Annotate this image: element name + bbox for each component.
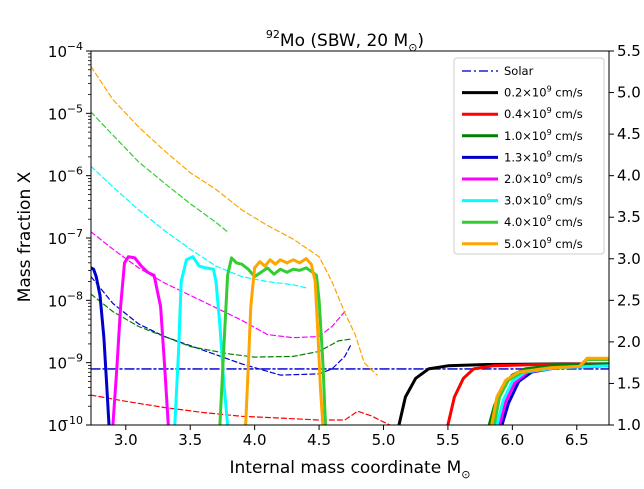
series-line-red_solid	[446, 362, 609, 425]
legend-label: 4.0×109 cm/s	[504, 214, 583, 229]
series-line-cyan_dashed	[91, 165, 307, 289]
legend-label: 2.0×109 cm/s	[504, 171, 583, 186]
right-y-tick-label: 2.5	[617, 291, 641, 309]
legend-label: 5.0×109 cm/s	[504, 236, 583, 251]
x-tick-label: 5.5	[436, 431, 460, 449]
right-y-tick-label: 1.0	[617, 416, 641, 434]
y-axis-label: Mass fraction X	[15, 171, 35, 302]
right-y-tick-label: 3.0	[617, 250, 641, 268]
right-y-tick-label: 3.5	[617, 208, 641, 226]
series-line-orange_solid	[244, 257, 325, 425]
chart-title: 92Mo (SBW, 20 M⊙)	[266, 28, 424, 54]
right-y-tick-label: 1.5	[617, 374, 641, 392]
legend-label: 0.2×109 cm/s	[504, 85, 583, 100]
right-y-tick-label: 5.0	[617, 84, 641, 102]
x-tick-label: 5.0	[372, 431, 396, 449]
x-tick-label: 3.5	[178, 431, 202, 449]
legend-label: 3.0×109 cm/s	[504, 193, 583, 208]
series-line-green2_dashed	[91, 111, 230, 234]
plot-frame	[90, 50, 610, 426]
legend: Solar 0.2×109 cm/s 0.4×109 cm/s 1.0×109 cm/…	[453, 57, 605, 255]
series-line-red_dashed	[91, 394, 391, 425]
x-tick-label: 4.5	[307, 431, 331, 449]
y-tick-label: 10−4	[48, 40, 83, 61]
x-tick-label: 3.0	[114, 431, 138, 449]
right-y-tick-label: 4.0	[617, 167, 641, 185]
series-line-blue_solid	[91, 266, 111, 425]
y-tick-label: 10−8	[48, 289, 83, 310]
series-line-cyan_solid	[173, 255, 230, 425]
y-tick-label: 10−5	[48, 102, 83, 123]
y-tick-label: 10−7	[48, 227, 83, 248]
right-y-tick-label: 2.0	[617, 333, 641, 351]
ticks-layer: 3.0 3.5 4.0 4.5 5.0 5.5 6.0 6.5 10−4 10−5 10−6 10−7…	[48, 40, 641, 449]
legend-label: Solar	[504, 64, 534, 78]
x-axis-label: Internal mass coordinate M⊙	[230, 458, 471, 481]
y-tick-label: 10−10	[48, 414, 83, 435]
series-line-late_orange	[490, 356, 609, 425]
legend-box	[453, 57, 605, 255]
x-tick-label: 4.0	[243, 431, 267, 449]
right-y-tick-label: 4.5	[617, 125, 641, 143]
legend-label: 1.3×109 cm/s	[504, 149, 583, 164]
y-tick-label: 10−9	[48, 352, 83, 373]
series-line-green_dashed	[91, 293, 352, 358]
series-line-magenta_solid	[111, 255, 170, 425]
x-tick-label: 6.5	[565, 431, 589, 449]
legend-label: 1.0×109 cm/s	[504, 128, 583, 143]
y-tick-label: 10−6	[48, 165, 83, 186]
series-layer	[91, 66, 609, 425]
right-y-tick-label: 5.5	[617, 42, 641, 60]
x-tick-label: 6.0	[500, 431, 524, 449]
series-line-blue_dashed	[91, 276, 352, 376]
legend-label: 0.4×109 cm/s	[504, 106, 583, 121]
series-line-green2_solid	[218, 256, 327, 425]
